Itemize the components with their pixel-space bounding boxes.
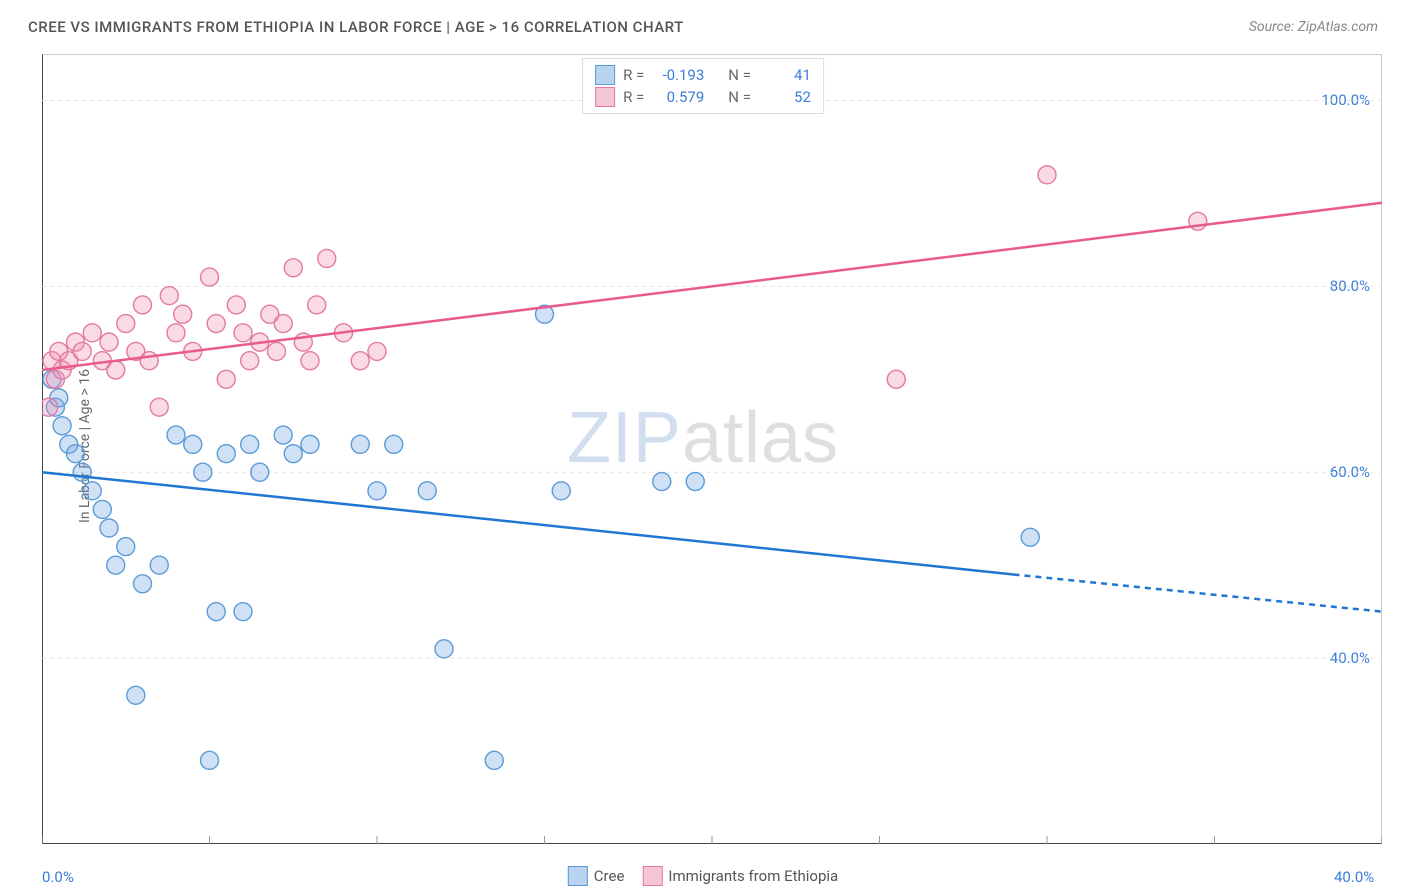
x-end-label: 40.0% [1334,868,1374,886]
stat-r-value: -0.193 [652,66,704,84]
stat-r-label: R = [623,88,644,106]
stat-r-value: 0.579 [652,88,704,106]
correlation-stats-box: R = -0.193 N = 41 R = 0.579 N = 52 [582,58,824,114]
stat-n-label: N = [728,88,751,106]
chart-title: CREE VS IMMIGRANTS FROM ETHIOPIA IN LABO… [28,18,684,36]
swatch-icon [595,87,615,107]
legend-label: Immigrants from Ethiopia [668,867,838,885]
source-attribution: Source: ZipAtlas.com [1249,19,1378,35]
stat-n-value: 52 [759,88,811,106]
legend-item-ethiopia: Immigrants from Ethiopia [642,866,838,886]
swatch-icon [595,65,615,85]
bottom-legend: Cree Immigrants from Ethiopia [560,864,846,888]
stats-row-ethiopia: R = 0.579 N = 52 [595,87,811,107]
chart-header: CREE VS IMMIGRANTS FROM ETHIOPIA IN LABO… [0,0,1406,54]
stat-n-value: 41 [759,66,811,84]
legend-label: Cree [594,867,625,885]
legend-item-cree: Cree [568,866,625,886]
swatch-icon [568,866,588,886]
x-start-label: 0.0% [42,868,74,886]
scatter-plot-svg [42,54,1382,844]
stats-row-cree: R = -0.193 N = 41 [595,65,811,85]
stat-n-label: N = [728,66,751,84]
swatch-icon [642,866,662,886]
stat-r-label: R = [623,66,644,84]
